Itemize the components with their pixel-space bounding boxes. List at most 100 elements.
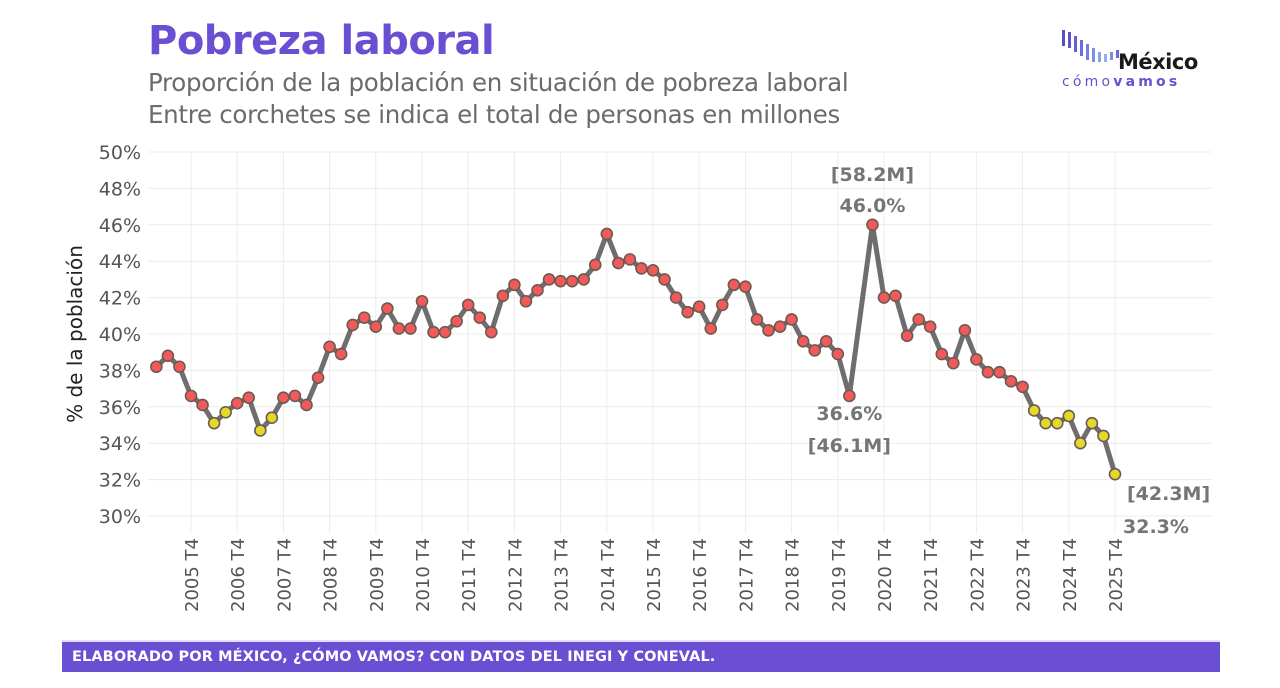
- x-tick-label: 2006 T4: [228, 538, 249, 612]
- data-point: [519, 294, 533, 308]
- x-tick-label: 2020 T4: [875, 538, 896, 612]
- data-point: [311, 371, 325, 384]
- data-point: [796, 334, 810, 348]
- data-point: [392, 322, 406, 335]
- data-point-highlight: [1097, 429, 1110, 443]
- data-point-highlight: [1085, 416, 1099, 430]
- annotation-people: [58.2M]: [831, 164, 914, 186]
- data-point: [669, 291, 683, 304]
- data-point: [508, 278, 521, 292]
- chart-note: Entre corchetes se indica el total de pe…: [148, 100, 840, 129]
- y-axis-label: % de la población: [63, 245, 87, 423]
- data-point: [473, 311, 487, 324]
- data-point: [623, 253, 637, 266]
- data-point: [323, 340, 336, 354]
- annotation-percent: 36.6%: [816, 403, 882, 425]
- y-tick-label: 32%: [99, 470, 141, 492]
- data-point: [970, 353, 983, 366]
- data-point: [531, 284, 544, 297]
- logo-bars-icon: [1062, 30, 1119, 62]
- data-point: [704, 322, 718, 335]
- data-point: [288, 389, 302, 403]
- data-point: [831, 347, 845, 361]
- data-point: [935, 347, 949, 361]
- data-point: [184, 389, 198, 403]
- data-point: [923, 320, 937, 334]
- data-point: [773, 320, 787, 334]
- data-point: [161, 349, 175, 363]
- data-point: [692, 300, 706, 314]
- chart-subtitle: Proporción de la población en situación …: [148, 68, 849, 97]
- data-point: [958, 324, 972, 337]
- y-tick-labels: 30% 32% 34% 36% 38% 40% 42% 44% 46% 48% 50%: [99, 142, 141, 528]
- data-point: [993, 365, 1006, 379]
- x-tick-label: 2014 T4: [598, 538, 619, 612]
- y-tick-label: 48%: [99, 178, 141, 200]
- data-point: [819, 334, 833, 348]
- data-point: [346, 318, 360, 332]
- data-point-highlight: [1027, 404, 1041, 417]
- data-point: [554, 274, 567, 288]
- data-point: [612, 256, 625, 270]
- data-point: [912, 313, 925, 326]
- y-gridlines: [148, 151, 1212, 517]
- y-tick-label: 36%: [99, 397, 141, 419]
- x-tick-label: 2005 T4: [182, 538, 203, 612]
- logo-tagline-bold: vamos: [1113, 74, 1181, 90]
- data-point: [496, 289, 510, 303]
- data-point: [277, 391, 290, 405]
- x-tick-label: 2012 T4: [505, 538, 526, 612]
- x-tick-label: 2008 T4: [321, 538, 342, 612]
- data-point: [981, 365, 995, 379]
- data-point: [866, 218, 879, 232]
- source-footer: ELABORADO POR MÉXICO, ¿CÓMO VAMOS? CON D…: [62, 640, 1220, 672]
- data-point: [196, 398, 209, 412]
- x-tick-labels: 2005 T4 2006 T4 2007 T4 2008 T4 2009 T4 2010 …: [182, 538, 1127, 612]
- data-point: [415, 294, 429, 308]
- y-tick-label: 50%: [99, 142, 141, 164]
- annotation-people: [46.1M]: [808, 435, 891, 457]
- data-point: [946, 356, 960, 370]
- annotation-percent: 46.0%: [839, 195, 905, 217]
- data-point-highlight: [1050, 416, 1064, 430]
- data-point: [565, 274, 579, 288]
- chart-title: Pobreza laboral: [148, 18, 495, 64]
- data-point: [715, 298, 729, 312]
- data-point-highlight: [207, 416, 221, 430]
- data-point: [750, 313, 764, 326]
- x-tick-label: 2024 T4: [1060, 538, 1081, 612]
- y-tick-label: 40%: [99, 324, 141, 346]
- data-point: [785, 313, 798, 326]
- data-point: [334, 347, 348, 361]
- data-point-highlight: [1074, 436, 1087, 450]
- x-tick-label: 2015 T4: [644, 538, 665, 612]
- data-point: [808, 344, 822, 357]
- data-point-highlight: [1108, 467, 1122, 481]
- annotations: 36.6% [46.1M] [58.2M] 46.0% [42.3M] 32.3%: [808, 164, 1210, 538]
- logo-tagline-light: cómo: [1062, 74, 1114, 90]
- logo-tagline: cómovamos: [1062, 74, 1180, 90]
- data-point: [484, 325, 498, 339]
- data-point: [173, 360, 186, 374]
- annotation-people: [42.3M]: [1127, 483, 1210, 505]
- x-tick-label: 2022 T4: [967, 538, 988, 612]
- data-points: [150, 218, 1122, 481]
- data-point: [646, 263, 660, 277]
- data-point: [357, 311, 371, 324]
- data-point: [438, 325, 452, 339]
- x-tick-label: 2011 T4: [459, 538, 480, 612]
- mexico-como-vamos-logo: México cómovamos: [1058, 28, 1208, 92]
- data-point: [1004, 375, 1018, 388]
- data-point: [230, 396, 244, 410]
- data-point-highlight: [253, 424, 267, 437]
- data-point: [450, 314, 463, 328]
- data-point: [762, 324, 775, 337]
- x-tick-label: 2019 T4: [829, 538, 850, 612]
- data-point: [461, 298, 475, 312]
- data-point: [877, 291, 891, 304]
- data-point-highlight: [265, 411, 279, 425]
- data-point: [381, 302, 394, 315]
- x-tick-label: 2017 T4: [736, 538, 757, 612]
- data-point: [404, 322, 417, 335]
